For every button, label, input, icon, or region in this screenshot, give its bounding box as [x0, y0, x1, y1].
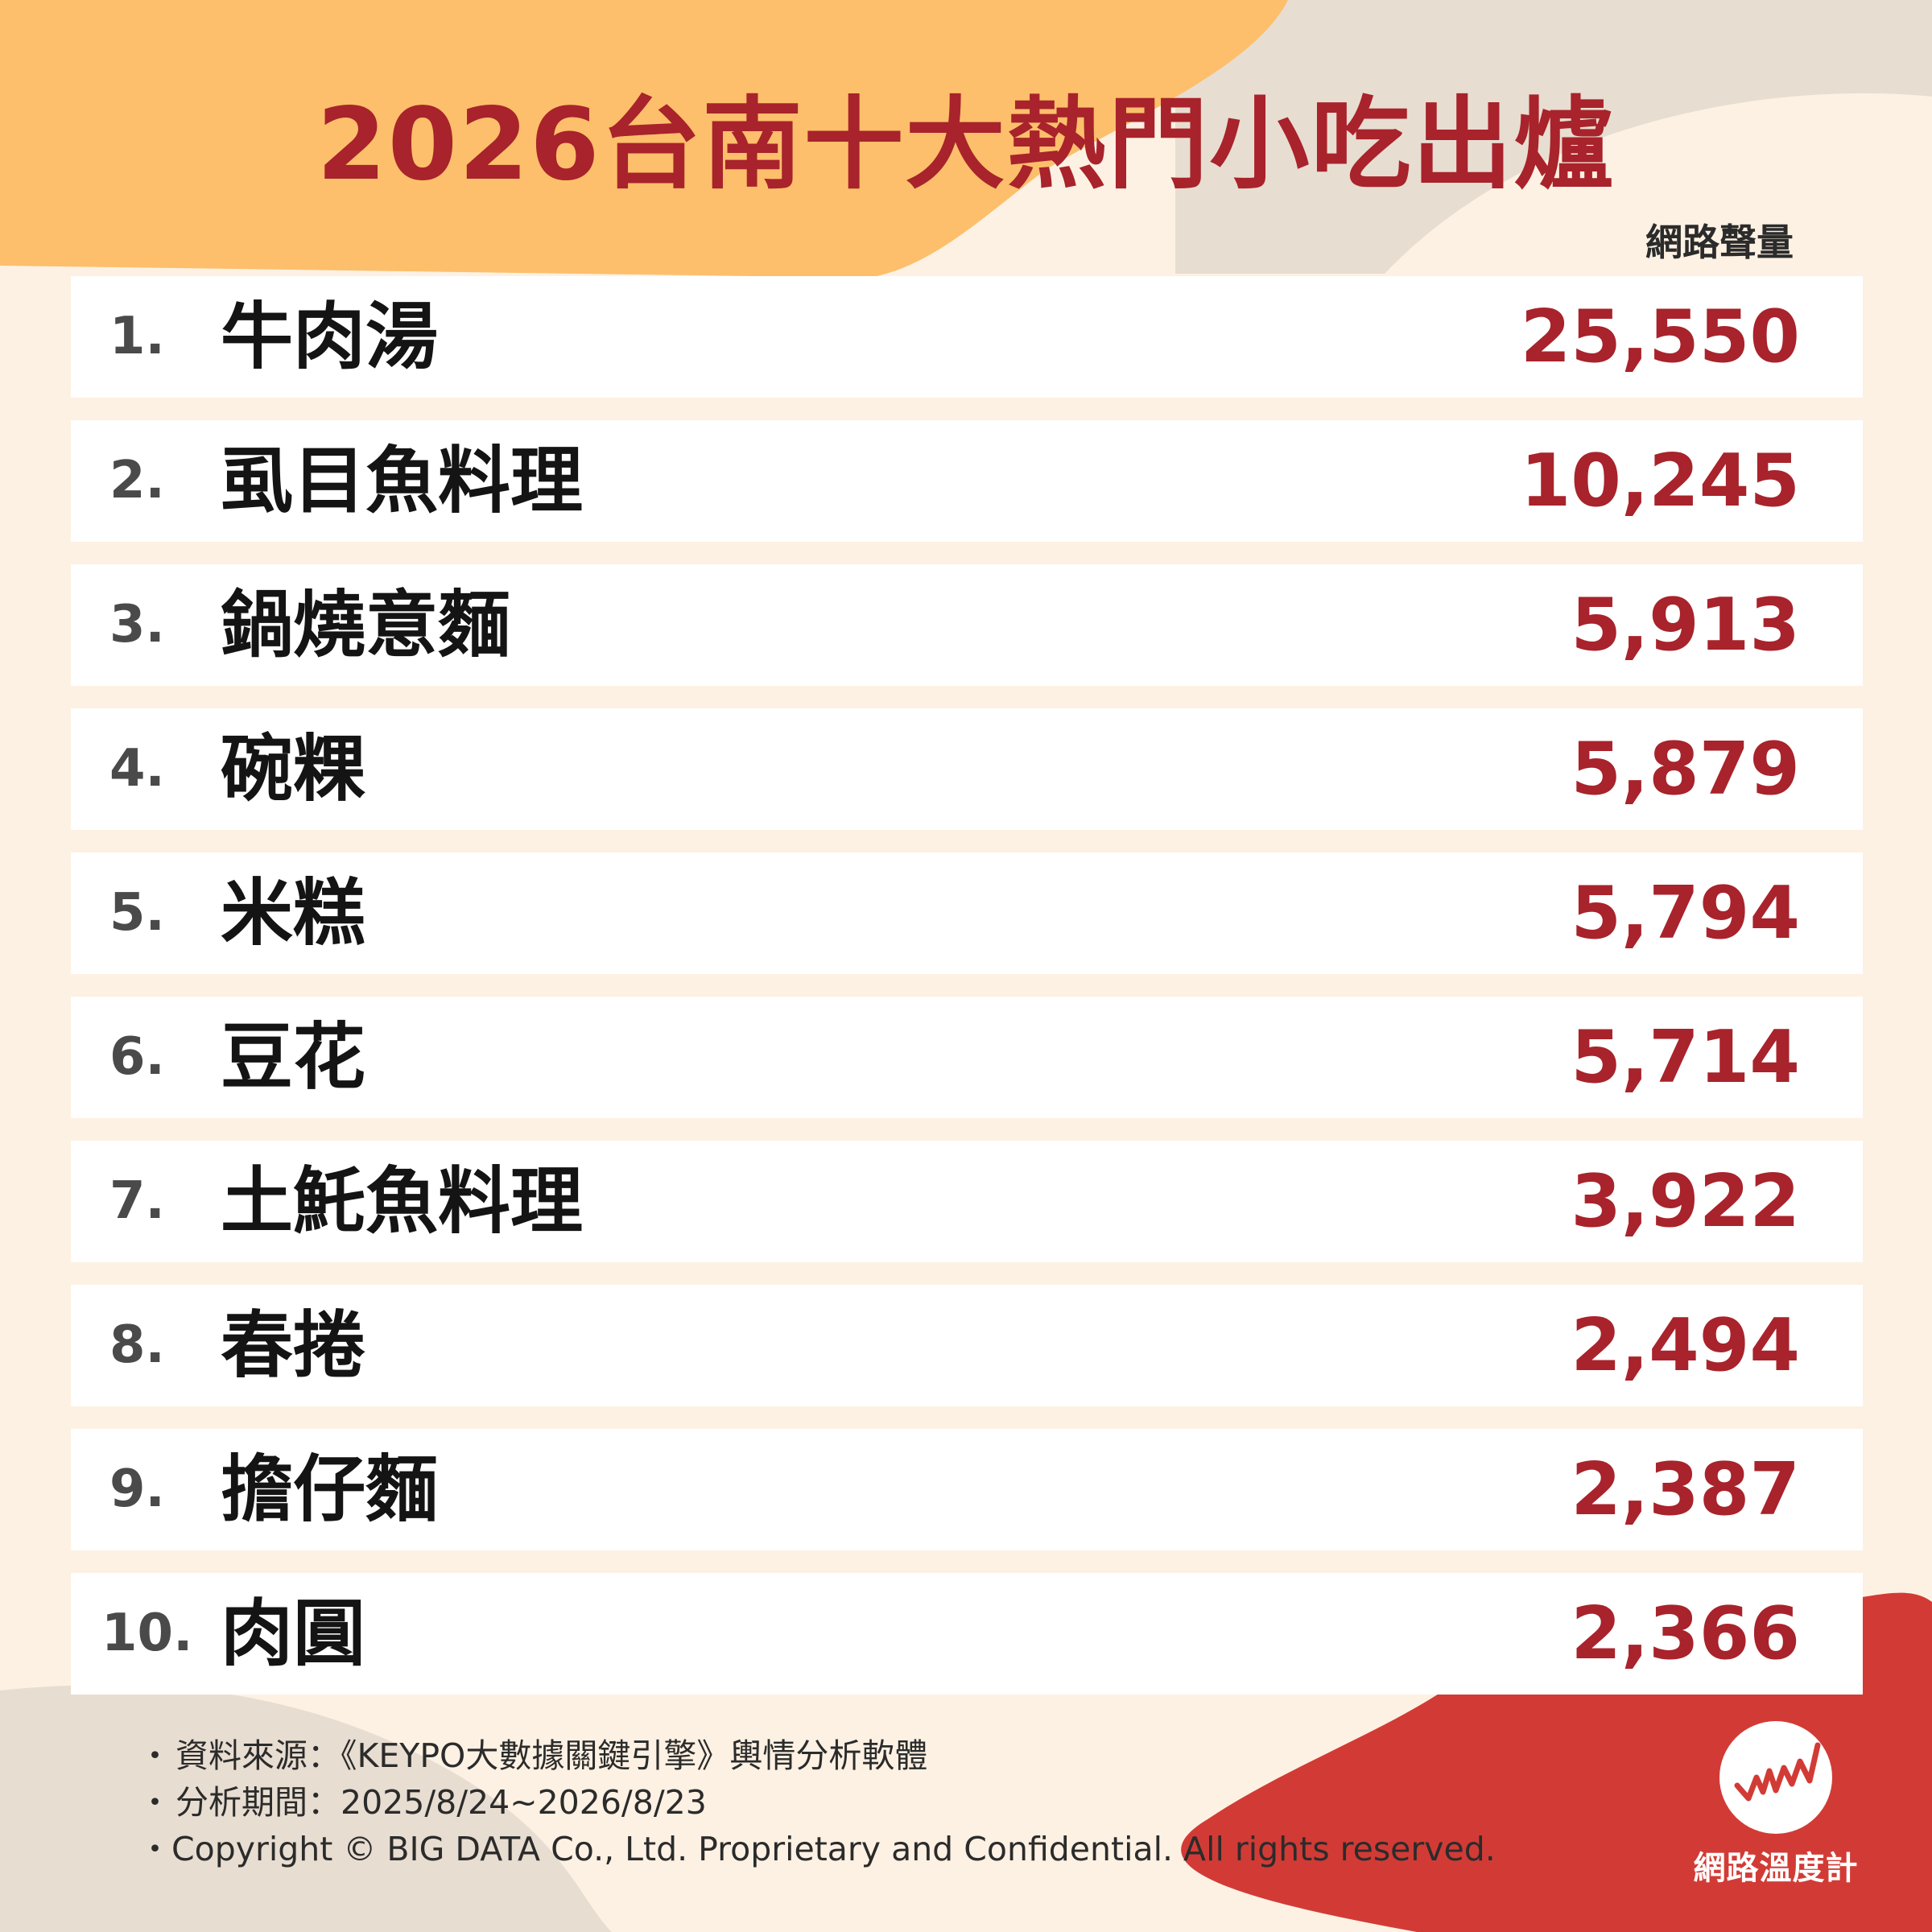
food-name: 虱目魚料理: [221, 420, 583, 542]
rank-number: 7.: [109, 1141, 165, 1262]
brand-logo: 網路溫度計: [1687, 1721, 1864, 1906]
volume-value: 3,922: [1571, 1141, 1800, 1262]
ranking-row: 10. 肉圓 2,366: [71, 1573, 1863, 1695]
food-name: 豆花: [221, 997, 365, 1118]
ranking-row: 6. 豆花 5,714: [71, 997, 1863, 1118]
source-text: 資料來源：《KEYPO大數據關鍵引擎》輿情分析軟體: [175, 1736, 927, 1775]
column-header-volume: 網路聲量: [1645, 213, 1794, 266]
footnote-source: ・資料來源：《KEYPO大數據關鍵引擎》輿情分析軟體: [138, 1732, 1496, 1779]
food-name: 肉圓: [221, 1573, 365, 1695]
rank-number: 8.: [109, 1285, 165, 1406]
ranking-row: 2. 虱目魚料理 10,245: [71, 420, 1863, 542]
footnote-copyright: ・Copyright © BIG DATA Co., Ltd. Propriet…: [138, 1826, 1496, 1872]
rank-number: 5.: [109, 852, 165, 974]
volume-value: 2,366: [1571, 1573, 1800, 1695]
rank-number: 1.: [109, 276, 165, 398]
logo-circle: [1719, 1721, 1832, 1834]
ranking-list: 1. 牛肉湯 25,550 2. 虱目魚料理 10,245 3. 鍋燒意麵 5,…: [71, 276, 1863, 1717]
food-name: 鍋燒意麵: [221, 564, 510, 686]
footnote-period: ・分析期間：2025/8/24~2026/8/23: [138, 1779, 1496, 1826]
food-name: 碗粿: [221, 708, 365, 830]
ranking-row: 1. 牛肉湯 25,550: [71, 276, 1863, 398]
volume-value: 5,714: [1571, 997, 1800, 1118]
volume-value: 5,879: [1571, 708, 1800, 830]
rank-number: 2.: [109, 420, 165, 542]
footnotes: ・資料來源：《KEYPO大數據關鍵引擎》輿情分析軟體 ・分析期間：2025/8/…: [138, 1732, 1496, 1872]
volume-value: 5,913: [1571, 564, 1800, 686]
ranking-row: 9. 擔仔麵 2,387: [71, 1429, 1863, 1550]
volume-value: 25,550: [1521, 276, 1800, 398]
ranking-row: 4. 碗粿 5,879: [71, 708, 1863, 830]
ranking-row: 8. 春捲 2,494: [71, 1285, 1863, 1406]
volume-value: 10,245: [1521, 420, 1800, 542]
brand-name: 網路溫度計: [1687, 1842, 1864, 1889]
rank-number: 3.: [109, 564, 165, 686]
ranking-row: 3. 鍋燒意麵 5,913: [71, 564, 1863, 686]
bullet: ・: [138, 1779, 175, 1826]
rank-number: 10.: [101, 1573, 192, 1695]
volume-value: 5,794: [1571, 852, 1800, 974]
volume-value: 2,494: [1571, 1285, 1800, 1406]
food-name: 土魠魚料理: [221, 1141, 583, 1262]
food-name: 米糕: [221, 852, 365, 974]
pulse-line-icon: [1719, 1721, 1832, 1834]
page-title: 2026台南十大熱門小吃出爐: [0, 95, 1932, 195]
food-name: 春捲: [221, 1285, 365, 1406]
food-name: 擔仔麵: [221, 1429, 438, 1550]
rank-number: 9.: [109, 1429, 165, 1550]
bullet: ・: [138, 1830, 171, 1868]
bullet: ・: [138, 1732, 175, 1779]
volume-value: 2,387: [1571, 1429, 1800, 1550]
copyright-text: Copyright © BIG DATA Co., Ltd. Proprieta…: [171, 1830, 1496, 1868]
period-text: 分析期間：2025/8/24~2026/8/23: [175, 1783, 707, 1822]
rank-number: 4.: [109, 708, 165, 830]
food-name: 牛肉湯: [221, 276, 438, 398]
ranking-row: 7. 土魠魚料理 3,922: [71, 1141, 1863, 1262]
ranking-row: 5. 米糕 5,794: [71, 852, 1863, 974]
rank-number: 6.: [109, 997, 165, 1118]
